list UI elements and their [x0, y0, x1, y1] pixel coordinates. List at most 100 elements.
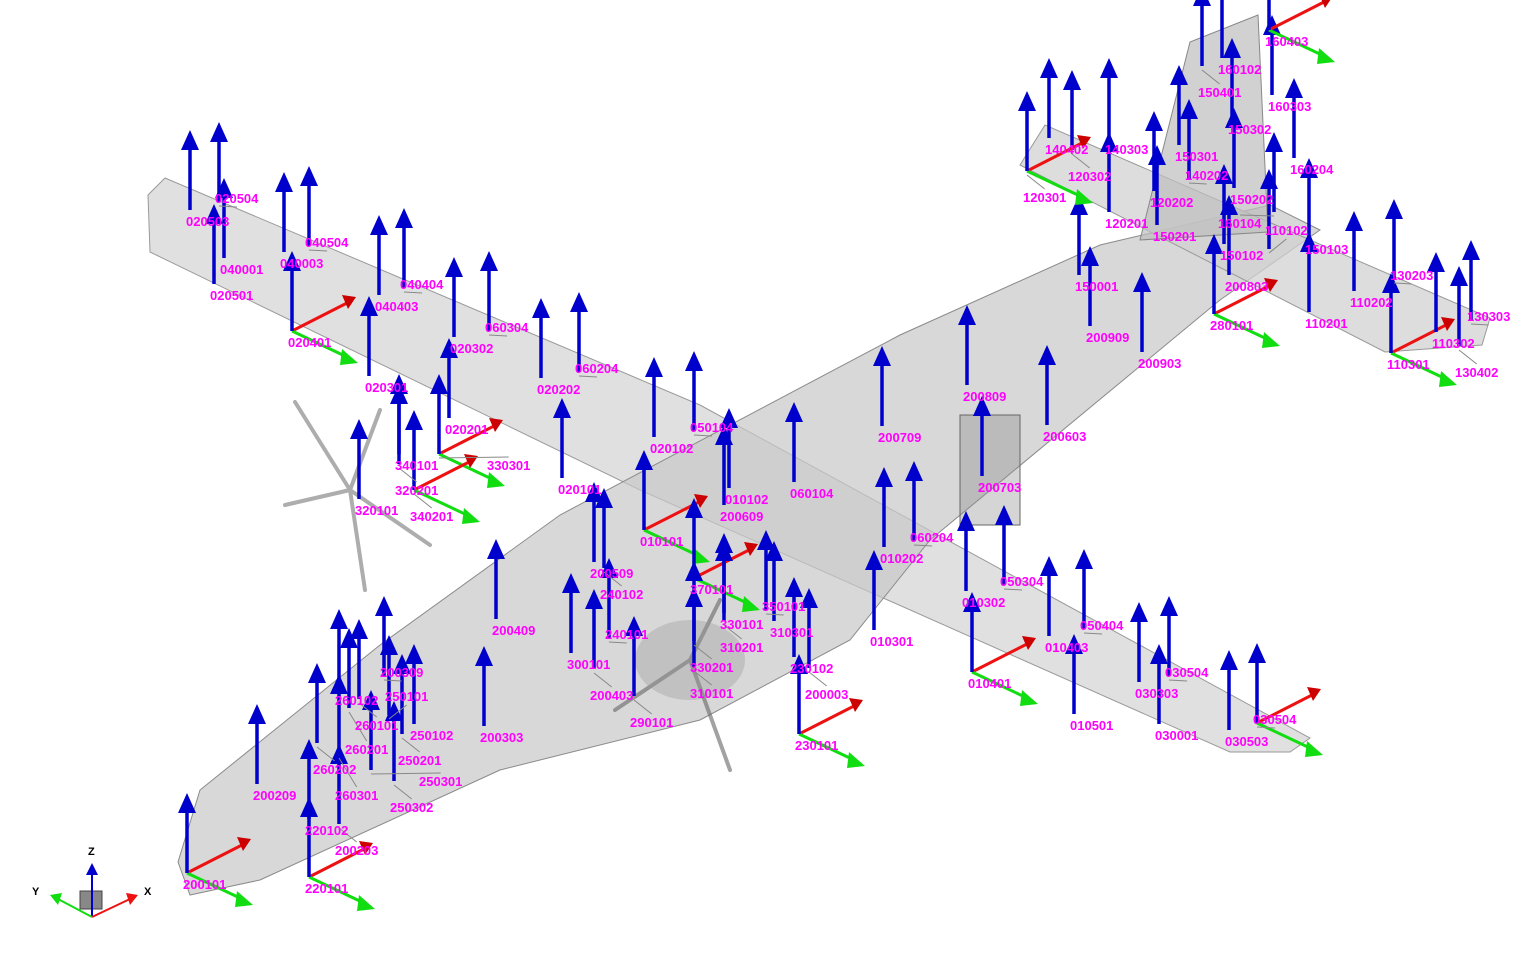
sensor-120302[interactable] — [1063, 70, 1081, 150]
sensor-250201[interactable] — [393, 654, 411, 734]
sensor-020503[interactable] — [181, 130, 199, 210]
sensor-140202[interactable] — [1180, 99, 1198, 179]
sensor-200403[interactable] — [585, 589, 603, 669]
sensor-250101[interactable] — [380, 635, 398, 715]
sensor-120301[interactable] — [1018, 91, 1093, 205]
sensor-280101[interactable] — [1205, 234, 1280, 348]
sensor-260101[interactable] — [350, 619, 368, 699]
sensor-020201[interactable] — [440, 338, 458, 418]
sensor-200903[interactable] — [1133, 272, 1151, 352]
sensor-310201[interactable] — [715, 541, 733, 621]
sensor-200709[interactable] — [873, 346, 891, 426]
sensor-020301[interactable] — [360, 296, 378, 376]
sensor-310301[interactable] — [765, 541, 783, 621]
sensor-150302[interactable] — [1223, 38, 1241, 118]
triad-x-arrowhead-icon — [126, 893, 138, 905]
sensor-200809[interactable] — [958, 305, 976, 385]
sensor-120201[interactable] — [1100, 132, 1118, 212]
sensor-010202[interactable] — [875, 467, 893, 547]
sensor-030001[interactable] — [1150, 644, 1168, 724]
sensor-250302[interactable] — [385, 701, 403, 781]
sensor-200303[interactable] — [475, 646, 493, 726]
sensor-030303[interactable] — [1130, 602, 1148, 682]
sensor-020101[interactable] — [553, 398, 571, 478]
sensor-130203[interactable] — [1385, 199, 1403, 279]
sensor-020102[interactable] — [645, 357, 663, 437]
sensor-200909[interactable] — [1081, 246, 1099, 326]
sensor-300101[interactable] — [562, 573, 580, 653]
sensor-250301[interactable] — [362, 690, 380, 770]
sensor-010403[interactable] — [1040, 556, 1058, 636]
sensor-060204[interactable] — [570, 292, 588, 372]
sensor-350101[interactable] — [757, 530, 775, 610]
sensor-050304[interactable] — [995, 505, 1013, 585]
sensor-010301[interactable] — [865, 550, 883, 630]
sensor-130402[interactable] — [1450, 266, 1468, 346]
sensor-150202[interactable] — [1225, 108, 1243, 188]
sensor-150401[interactable] — [1193, 0, 1211, 66]
sensor-040403[interactable] — [370, 215, 388, 295]
sensor-260301[interactable] — [330, 674, 348, 754]
sensor-330301[interactable] — [430, 374, 505, 488]
sensor-200003[interactable] — [800, 588, 818, 668]
sensor-200209[interactable] — [248, 704, 266, 784]
sensor-240102[interactable] — [595, 488, 613, 568]
sensor-200409[interactable] — [487, 539, 505, 619]
sensor-310101[interactable] — [685, 587, 703, 667]
sensor-020202[interactable] — [532, 298, 550, 378]
sensor-010401[interactable] — [963, 592, 1038, 706]
sensor-160104[interactable] — [1265, 132, 1283, 212]
sensor-200603[interactable] — [1038, 345, 1056, 425]
sensor-050104[interactable] — [685, 351, 703, 431]
sensor-140303[interactable] — [1100, 58, 1118, 138]
sensor-040504[interactable] — [300, 166, 318, 246]
sensor-010302[interactable] — [957, 511, 975, 591]
sensor-060104[interactable] — [785, 402, 803, 482]
sensor-220101[interactable] — [300, 797, 375, 911]
sensor-050404[interactable] — [1075, 549, 1093, 629]
sensor-110302[interactable] — [1427, 252, 1445, 332]
sensor-230101[interactable] — [790, 654, 865, 768]
sensor-110202[interactable] — [1345, 211, 1363, 291]
sensor-200803[interactable] — [1220, 195, 1238, 275]
sensor-020401[interactable] — [283, 251, 358, 365]
sensor-320201[interactable] — [390, 384, 408, 464]
sensor-140402[interactable] — [1040, 58, 1058, 138]
sensor-340201[interactable] — [405, 410, 480, 524]
sensor-060204[interactable] — [905, 461, 923, 541]
sensor-120202[interactable] — [1145, 111, 1163, 191]
sensor-320101[interactable] — [350, 419, 368, 499]
sensor-010501[interactable] — [1065, 634, 1083, 714]
sensor-230102[interactable] — [785, 577, 803, 657]
sensor-160403[interactable] — [1260, 0, 1335, 64]
sensor-200609[interactable] — [715, 425, 733, 505]
sensor-020501[interactable] — [205, 204, 223, 284]
sensor-160102[interactable] — [1213, 0, 1231, 58]
sensor-130303[interactable] — [1462, 240, 1480, 320]
sensor-200203[interactable] — [330, 744, 348, 824]
sensor-020302[interactable] — [445, 257, 463, 337]
sensor-290101[interactable] — [625, 616, 643, 696]
sensor-label: 310201 — [720, 640, 763, 655]
sensor-200309[interactable] — [375, 596, 393, 676]
sensor-200703[interactable] — [973, 396, 991, 476]
sensor-030504[interactable] — [1160, 596, 1178, 676]
sensor-010101[interactable] — [635, 450, 710, 564]
sensor-060304[interactable] — [480, 251, 498, 331]
sensor-200101[interactable] — [178, 793, 253, 907]
sensor-150103[interactable] — [1300, 158, 1318, 238]
sensor-260201[interactable] — [340, 628, 358, 708]
sensor-040404[interactable] — [395, 208, 413, 288]
sensor-150301[interactable] — [1170, 65, 1188, 145]
label-leader-line — [1003, 588, 1023, 591]
sensor-030503[interactable] — [1220, 650, 1238, 730]
sensor-160204[interactable] — [1285, 78, 1303, 158]
sensor-150001[interactable] — [1070, 195, 1088, 275]
sensor-110201[interactable] — [1300, 232, 1318, 312]
sensor-250102[interactable] — [405, 644, 423, 724]
sensor-200509[interactable] — [585, 482, 603, 562]
sensor-260202[interactable] — [308, 663, 326, 743]
left-propeller — [283, 400, 432, 592]
sensor-040003[interactable] — [275, 172, 293, 252]
